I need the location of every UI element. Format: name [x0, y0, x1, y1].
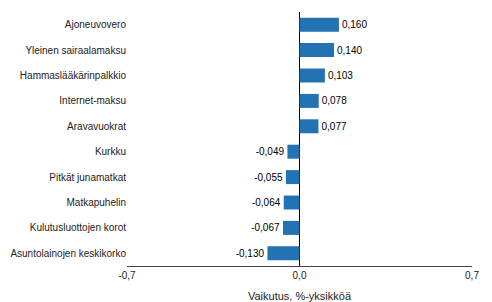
svg-text:Pitkät junamatkat: Pitkät junamatkat: [49, 172, 126, 183]
svg-text:Matkapuhelin: Matkapuhelin: [67, 197, 126, 208]
svg-text:0,7: 0,7: [465, 270, 479, 281]
svg-text:-0,067: -0,067: [251, 222, 280, 233]
svg-text:Kurkku: Kurkku: [95, 146, 126, 157]
svg-text:Aravavuokrat: Aravavuokrat: [67, 121, 126, 132]
svg-text:-0,130: -0,130: [236, 248, 265, 259]
svg-text:Ajoneuvovero: Ajoneuvovero: [65, 19, 127, 30]
svg-text:0,160: 0,160: [342, 19, 367, 30]
svg-text:0,078: 0,078: [322, 95, 347, 106]
svg-text:Vaikutus, %-yksikköä: Vaikutus, %-yksikköä: [248, 290, 352, 302]
svg-text:0,103: 0,103: [328, 70, 353, 81]
svg-text:Asuntolainojen keskikorko: Asuntolainojen keskikorko: [10, 248, 126, 259]
svg-text:0,0: 0,0: [293, 270, 307, 281]
svg-text:Yleinen sairaalamaksu: Yleinen sairaalamaksu: [25, 45, 126, 56]
svg-text:Internet-maksu: Internet-maksu: [59, 95, 126, 106]
svg-text:Kulutusluottojen korot: Kulutusluottojen korot: [30, 222, 126, 233]
svg-text:-0,064: -0,064: [252, 197, 281, 208]
svg-text:0,140: 0,140: [337, 45, 362, 56]
svg-text:-0,049: -0,049: [256, 146, 285, 157]
svg-text:-0,055: -0,055: [254, 172, 283, 183]
svg-text:-0,7: -0,7: [118, 270, 136, 281]
svg-text:0,077: 0,077: [321, 121, 346, 132]
svg-text:Hammaslääkärinpalkkio: Hammaslääkärinpalkkio: [20, 70, 127, 81]
